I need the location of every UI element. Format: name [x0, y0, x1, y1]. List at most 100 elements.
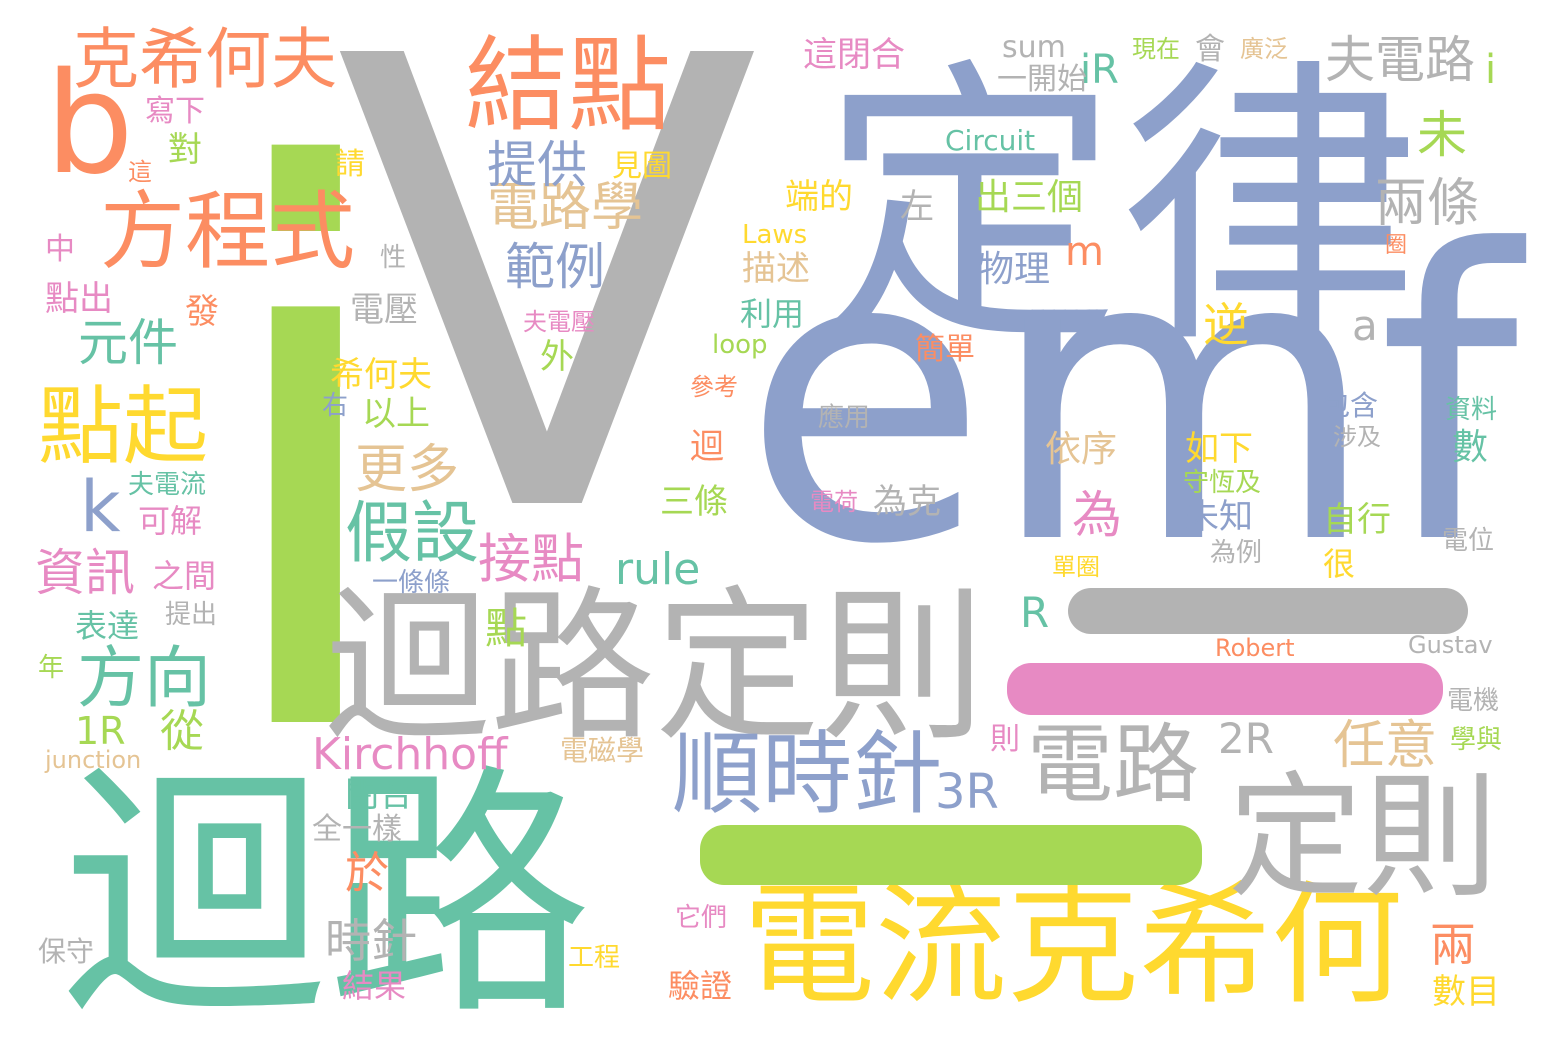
- word-qing: 請: [335, 147, 365, 182]
- word-2r: 2R: [1218, 714, 1274, 763]
- dash-bar-grey: [1068, 588, 1468, 634]
- word-ding-lu: 定律: [820, 35, 1420, 384]
- word-zuo: 左: [900, 187, 934, 227]
- word-jia-she: 假設: [345, 494, 479, 572]
- word-nian: 年: [38, 653, 65, 683]
- word-shu-mu: 數目: [1432, 972, 1500, 1012]
- word-ir: iR: [1080, 47, 1119, 93]
- word-yi-xu: 依序: [1045, 429, 1118, 470]
- word-fu-dian-ya: 夫電壓: [523, 308, 595, 336]
- word-b: b: [45, 43, 134, 206]
- word-san-tiao: 三條: [660, 482, 728, 522]
- word-wei-ke: 為克: [873, 482, 941, 522]
- word-jian-dan: 簡單: [915, 332, 975, 367]
- word-wei-single: 為: [1072, 486, 1122, 544]
- word-ti-chu: 提出: [165, 600, 218, 630]
- word-wu-li: 物理: [978, 249, 1051, 290]
- word-bao-shou: 保守: [38, 935, 95, 968]
- word-loop: loop: [712, 330, 768, 360]
- word-biao-da: 表達: [75, 607, 140, 645]
- word-shu: 數: [1452, 427, 1489, 468]
- word-ke-jie: 可解: [138, 502, 203, 540]
- word-fu-dian-lu: 夫電路: [1325, 31, 1475, 89]
- word-dan-quan: 單圈: [1052, 553, 1100, 581]
- word-fang-xiang: 方向: [77, 639, 211, 717]
- word-dian-liu-ke-xi-he: 電流克希何: [743, 869, 1403, 1023]
- word-ying-yong: 應用: [818, 403, 871, 433]
- word-geng-duo: 更多: [355, 440, 460, 500]
- word-k: k: [80, 466, 121, 548]
- word-m: m: [1065, 229, 1104, 275]
- word-laws: Laws: [742, 220, 808, 250]
- word-ze: 則: [990, 722, 1020, 757]
- word-quan: 圈: [1385, 233, 1408, 258]
- word-can-kao: 參考: [690, 373, 738, 401]
- word-wei-zhi: 未知: [1185, 497, 1253, 537]
- word-r: R: [1020, 588, 1050, 637]
- word-she-ji: 涉及: [1333, 423, 1381, 451]
- word-shi-zhen: 時針: [325, 914, 417, 968]
- word-a: a: [1352, 301, 1378, 350]
- word-yan-zheng: 驗證: [668, 967, 733, 1005]
- word-xi-he-fu: 希何夫: [330, 355, 432, 395]
- word-zi-xing: 自行: [1323, 500, 1391, 540]
- word-dian-ji: 電機: [1447, 686, 1500, 716]
- word-v: V: [335, 0, 760, 650]
- word-zhe: 這: [128, 158, 152, 186]
- word-shou-heng-ji: 守恆及: [1183, 468, 1262, 498]
- word-zi-liao: 資料: [1445, 395, 1498, 425]
- word-duan-de: 端的: [785, 177, 853, 217]
- word-dian-chu: 點出: [45, 279, 113, 319]
- word-hui-lu-ding-ze: 迴路定則: [325, 571, 985, 763]
- word-i-small: i: [1485, 47, 1497, 93]
- word-zhe-bi-he: 這閉合: [803, 35, 905, 75]
- word-ren-yi: 任意: [1333, 716, 1438, 776]
- word-xue-yu: 學與: [1450, 725, 1503, 755]
- word-hui-single: 迴: [690, 427, 724, 467]
- word-dian-qi: 點起: [38, 378, 209, 477]
- word-robert: Robert: [1215, 634, 1295, 662]
- word-yu: 於: [345, 848, 389, 899]
- word-circuit: Circuit: [945, 124, 1036, 157]
- word-shun-shi-zhen: 順時針: [672, 722, 942, 827]
- word-chu-san-ge: 出三個: [975, 177, 1084, 218]
- word-dian-ya: 電壓: [350, 290, 418, 330]
- word-wei: 未: [1417, 106, 1467, 164]
- word-wei-li: 為例: [1210, 538, 1263, 568]
- word-gustav: Gustav: [1408, 631, 1493, 659]
- word-ni: 逆: [1203, 298, 1249, 352]
- word-hen: 很: [1323, 545, 1356, 583]
- word-li-yong: 利用: [740, 295, 805, 333]
- word-yi-shang: 以上: [362, 394, 430, 434]
- word-you: 右: [322, 391, 349, 421]
- word-1r: 1R: [75, 709, 126, 753]
- word-jie-dian-2: 接點: [478, 529, 584, 590]
- word-hui: 會: [1195, 32, 1225, 67]
- word-zhong: 中: [45, 232, 75, 267]
- word-fa: 發: [185, 292, 219, 332]
- word-yi-kai-shi: 一開始: [997, 62, 1087, 97]
- word-guang-fan: 廣泛: [1240, 35, 1288, 63]
- word-ding-ze: 定則: [1228, 759, 1498, 916]
- word-jian-tu: 見圖: [612, 149, 672, 184]
- word-jie-dian: 結點: [465, 26, 671, 146]
- word-dian-lu-xue: 電路學: [487, 178, 644, 238]
- word-3r: 3R: [935, 764, 999, 820]
- word-rule: rule: [615, 544, 701, 595]
- word-emf: emf: [742, 167, 1519, 632]
- word-ru-xia: 如下: [1185, 429, 1253, 469]
- word-bao-han: 包含: [1322, 389, 1379, 422]
- word-ta-men: 它們: [675, 903, 728, 933]
- word-fu-dian-liu: 夫電流: [128, 470, 207, 500]
- word-liang: 兩: [1430, 918, 1476, 972]
- word-yuan-jian: 元件: [78, 314, 178, 372]
- word-xian-zai: 現在: [1132, 35, 1180, 63]
- word-zi-xun: 資訊: [35, 544, 135, 602]
- word-quan-yi-yang: 全一樣: [312, 812, 402, 847]
- word-bi-he: 閉合: [345, 775, 413, 815]
- dash-bar-green: [700, 825, 1202, 885]
- word-dian-ci-xue: 電磁學: [560, 734, 645, 767]
- word-dian-wei: 電位: [1442, 526, 1495, 556]
- word-dian-lu: 電路: [1027, 715, 1199, 815]
